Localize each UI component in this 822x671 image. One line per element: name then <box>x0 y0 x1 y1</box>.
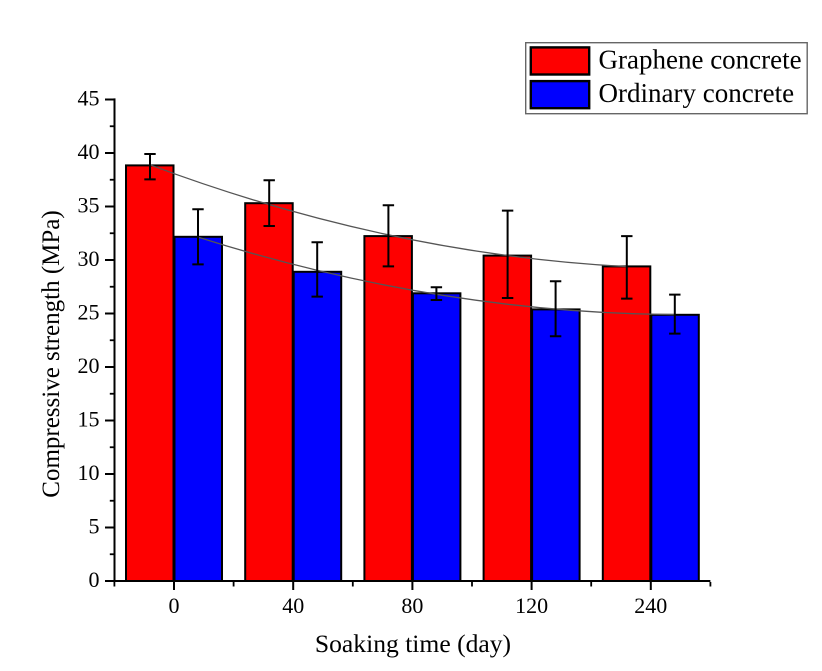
svg-text:10: 10 <box>78 460 100 485</box>
svg-text:0: 0 <box>89 567 100 592</box>
svg-text:20: 20 <box>78 353 100 378</box>
svg-text:Graphene concrete: Graphene concrete <box>599 44 802 74</box>
svg-text:80: 80 <box>401 593 423 618</box>
svg-text:30: 30 <box>78 246 100 271</box>
svg-text:0: 0 <box>169 593 180 618</box>
svg-text:Ordinary concrete: Ordinary concrete <box>599 78 795 108</box>
svg-text:25: 25 <box>78 300 100 325</box>
svg-text:5: 5 <box>89 514 100 539</box>
svg-text:120: 120 <box>515 593 548 618</box>
svg-text:Compressive strength (MPa): Compressive strength (MPa) <box>38 210 65 497</box>
svg-text:40: 40 <box>78 139 100 164</box>
svg-text:240: 240 <box>634 593 667 618</box>
svg-text:Soaking time (day): Soaking time (day) <box>315 629 511 658</box>
svg-text:35: 35 <box>78 193 100 218</box>
svg-text:45: 45 <box>78 86 100 111</box>
svg-text:15: 15 <box>78 407 100 432</box>
svg-text:40: 40 <box>282 593 304 618</box>
